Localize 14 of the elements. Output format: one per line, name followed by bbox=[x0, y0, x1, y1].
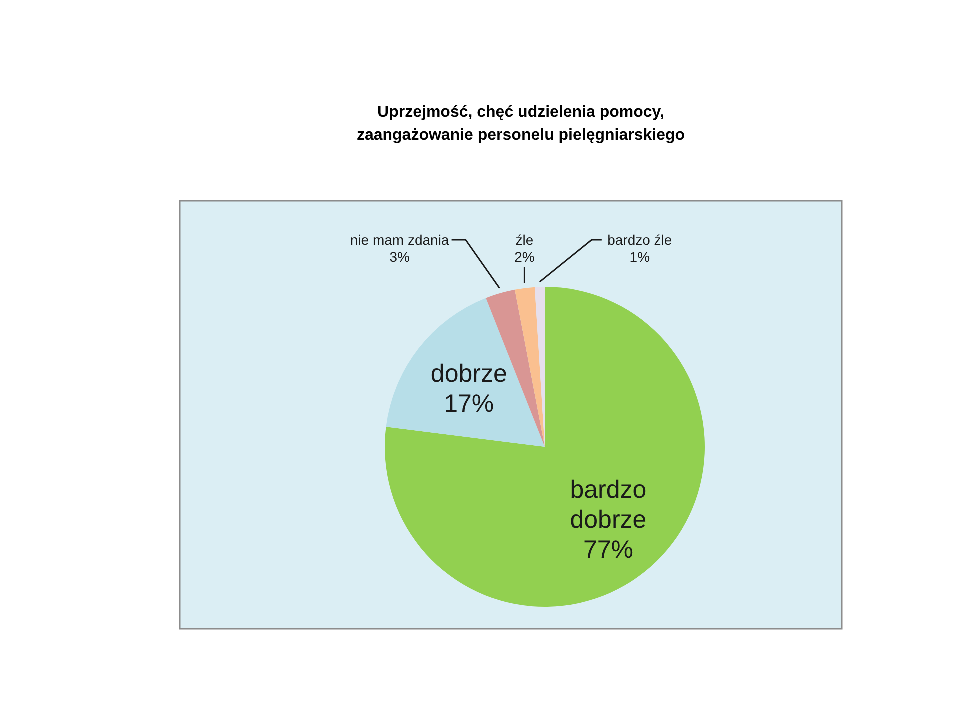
data-label: 77% bbox=[583, 536, 634, 564]
slice-label: nie mam zdania bbox=[350, 232, 450, 248]
data-label: 3% bbox=[390, 249, 410, 265]
slice-label: bardzo źle bbox=[608, 232, 672, 248]
pie-slice bbox=[385, 287, 705, 607]
slice-label: dobrze bbox=[430, 360, 508, 388]
slice-label: źle bbox=[516, 232, 534, 248]
data-label: 1% bbox=[630, 249, 650, 265]
chart-title: Uprzejmość, chęć udzielenia pomocy, zaangażowanie personelu pielęgniarskiego bbox=[356, 104, 686, 144]
data-label: 2% bbox=[514, 249, 535, 265]
pie-slice bbox=[515, 287, 545, 447]
data-label: 17% bbox=[444, 390, 494, 418]
pie-slice bbox=[386, 298, 545, 447]
slice-label: bardzo dobrze bbox=[570, 476, 647, 534]
